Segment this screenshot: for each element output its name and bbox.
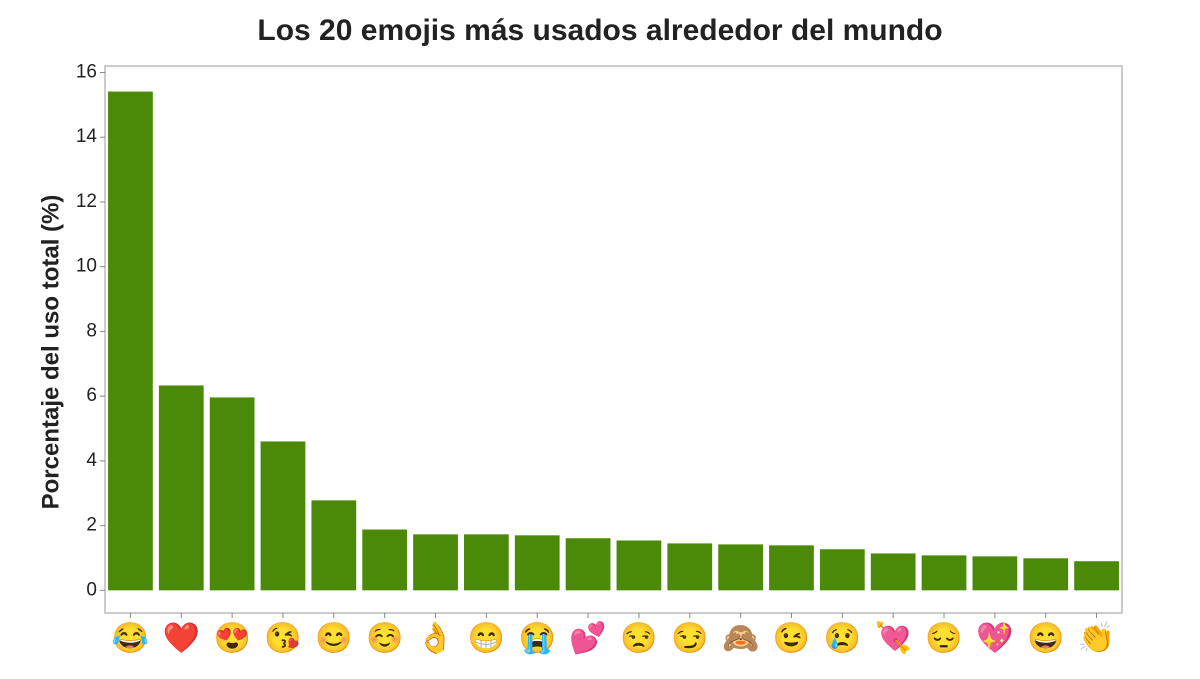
y-tick-label: 10 xyxy=(76,256,97,277)
x-tick-label: 👌 xyxy=(417,621,454,655)
y-tick-label: 4 xyxy=(86,450,97,471)
x-tick-label: 😊 xyxy=(315,621,352,655)
x-tick-label: 😏 xyxy=(671,621,708,655)
bar xyxy=(362,529,408,591)
x-tick-label: 💕 xyxy=(569,620,606,655)
x-tick-label: 😉 xyxy=(773,621,810,655)
bar xyxy=(260,441,306,591)
bar xyxy=(1023,558,1069,591)
y-tick-label: 2 xyxy=(86,515,97,536)
bar xyxy=(209,397,255,591)
x-tick-label: 😄 xyxy=(1027,621,1064,655)
x-tick-label: 😒 xyxy=(620,621,657,655)
x-tick-label: 😁 xyxy=(468,621,505,655)
bar xyxy=(616,540,662,591)
bar xyxy=(158,385,204,591)
bar xyxy=(972,556,1018,591)
bar xyxy=(667,543,713,591)
chart-title: Los 20 emojis más usados alrededor del m… xyxy=(257,14,942,47)
x-tick-label: 🙈 xyxy=(722,622,759,655)
bar xyxy=(819,549,865,591)
bar xyxy=(311,500,357,591)
bar xyxy=(921,555,967,591)
bar xyxy=(413,534,458,591)
plot-frame xyxy=(104,65,1123,614)
x-tick-label: 😢 xyxy=(824,621,861,655)
x-tick-label: 💖 xyxy=(976,620,1014,655)
bar xyxy=(1074,561,1119,591)
y-tick-label: 6 xyxy=(86,385,97,406)
x-tick-label: 😂 xyxy=(112,621,149,655)
bar xyxy=(870,553,916,591)
y-tick-label: 0 xyxy=(86,579,97,600)
y-tick-label: 16 xyxy=(76,61,97,82)
bar xyxy=(108,91,153,591)
bar xyxy=(464,534,509,591)
y-tick-label: 8 xyxy=(86,320,97,341)
x-tick-label: 😍 xyxy=(213,621,250,655)
bar xyxy=(718,544,763,591)
x-tick-label: 😭 xyxy=(519,621,556,655)
x-tick-label: 😘 xyxy=(264,621,301,655)
x-tick-label: 💘 xyxy=(874,620,911,655)
x-tick-label: 👏 xyxy=(1078,620,1115,655)
bar xyxy=(514,535,560,591)
bar xyxy=(769,545,814,591)
x-tick-label: 😔 xyxy=(925,621,962,655)
x-tick-label: ☺️ xyxy=(366,621,403,655)
x-tick-label: ❤️ xyxy=(163,621,201,655)
bar xyxy=(565,538,611,591)
y-tick-label: 14 xyxy=(76,126,98,147)
y-axis-title: Porcentaje del uso total (%) xyxy=(37,195,64,510)
y-tick-label: 12 xyxy=(76,191,97,212)
